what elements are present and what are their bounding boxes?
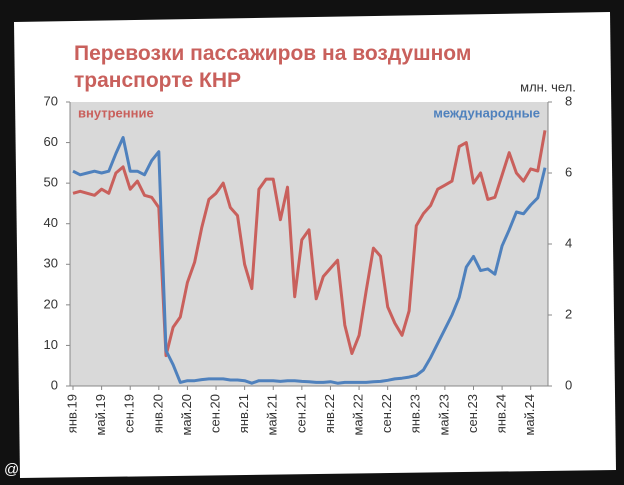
legend-label: международные <box>433 105 540 120</box>
x-tick-label: янв.20 <box>150 394 165 433</box>
x-tick-label: сен.22 <box>379 394 394 433</box>
y2-tick-label: 8 <box>565 93 572 108</box>
y2-tick-label: 6 <box>565 164 572 179</box>
legend-label: внутренние <box>78 105 154 120</box>
y-tick-label: 20 <box>44 296 58 311</box>
watermark: @chinogram <box>4 461 90 478</box>
x-tick-label: сен.20 <box>207 394 222 433</box>
x-tick-label: май.21 <box>265 394 280 436</box>
y-tick-label: 70 <box>44 93 58 108</box>
x-tick-label: май.20 <box>179 394 194 436</box>
x-tick-label: янв.23 <box>408 394 423 433</box>
x-tick-label: янв.21 <box>236 394 251 433</box>
y-tick-label: 40 <box>44 215 58 230</box>
y2-tick-label: 4 <box>565 235 572 250</box>
x-tick-label: май.19 <box>93 394 108 436</box>
y-tick-label: 10 <box>44 337 58 352</box>
y-tick-label: 50 <box>44 175 58 190</box>
x-tick-label: май.23 <box>436 394 451 436</box>
x-tick-label: янв.19 <box>64 394 79 433</box>
x-tick-label: май.22 <box>350 394 365 436</box>
chart-title: Перевозки пассажиров на воздушном трансп… <box>74 42 472 92</box>
series-line <box>72 136 547 385</box>
y-tick-label: 60 <box>44 134 58 149</box>
x-tick-label: янв.24 <box>494 394 509 433</box>
x-tick-label: сен.21 <box>293 394 308 433</box>
y2-label: млн. чел. <box>520 79 576 94</box>
x-tick-label: сен.23 <box>465 394 480 433</box>
y2-tick-label: 0 <box>565 377 572 392</box>
x-tick-label: май.24 <box>522 394 537 436</box>
y-tick-label: 0 <box>51 377 58 392</box>
x-tick-label: янв.22 <box>322 394 337 433</box>
series-line <box>72 130 547 358</box>
y2-tick-label: 2 <box>565 306 572 321</box>
x-tick-label: сен.19 <box>122 394 137 433</box>
y-tick-label: 30 <box>44 256 58 271</box>
